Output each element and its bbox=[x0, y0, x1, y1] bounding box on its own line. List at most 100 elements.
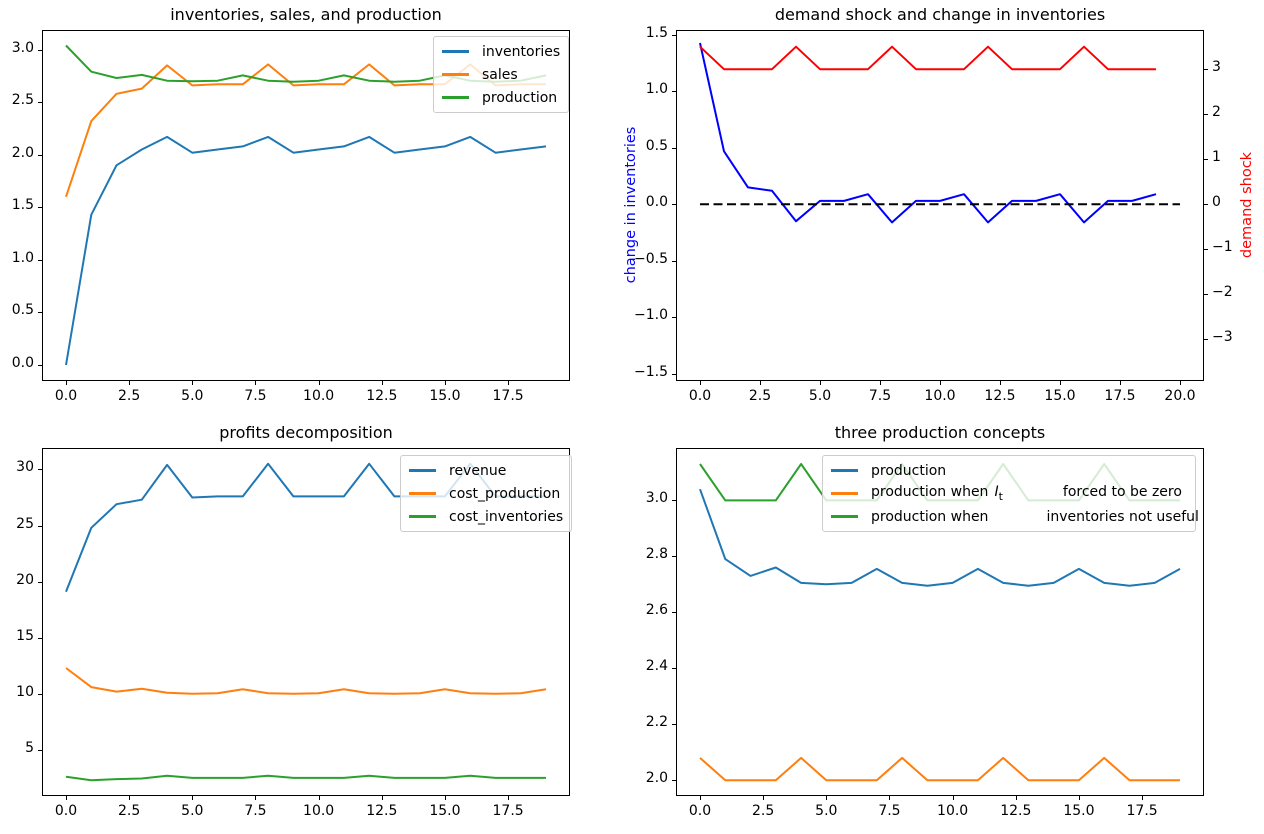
series-line-demand-shock bbox=[699, 45, 1156, 71]
x-tick-mark bbox=[318, 796, 320, 800]
x-tick-label: 0.0 bbox=[54, 803, 78, 819]
axes-frame-demand-shock-and-change-in-inventories bbox=[676, 30, 1204, 381]
legend-entry: production when inventories not useful bbox=[831, 506, 1199, 527]
y-tick-label: 10 bbox=[16, 683, 34, 700]
x-tick-mark bbox=[318, 381, 320, 385]
x-tick-mark bbox=[66, 796, 67, 800]
series-line-inventories bbox=[65, 135, 547, 366]
y-tick-mark bbox=[38, 469, 42, 471]
legend-label-text: sales bbox=[482, 66, 518, 83]
x-tick-label: 10.0 bbox=[924, 388, 956, 404]
y-tick-mark bbox=[38, 749, 42, 751]
legend-line-swatch bbox=[831, 492, 858, 495]
legend-line-swatch bbox=[442, 73, 469, 76]
legend-label-text: inventories bbox=[482, 43, 561, 60]
y-tick-label: 1.5 bbox=[11, 197, 34, 214]
y-tick-label: −1.0 bbox=[634, 307, 668, 324]
x-tick-mark bbox=[1000, 381, 1001, 385]
legend-line-swatch bbox=[442, 96, 469, 99]
x-tick-mark bbox=[192, 381, 194, 385]
legend-label: cost_production bbox=[449, 486, 560, 502]
x-tick-label: 5.0 bbox=[181, 388, 204, 404]
y-right-tick-mark bbox=[1204, 339, 1208, 341]
x-tick-label: 12.5 bbox=[366, 803, 398, 819]
y-tick-label: 3.0 bbox=[11, 39, 34, 56]
x-tick-mark bbox=[129, 381, 131, 385]
y-tick-mark bbox=[672, 204, 676, 206]
legend-label: production when It forced to be zero bbox=[871, 484, 1182, 503]
legend-line-swatch bbox=[442, 50, 469, 53]
y-tick-label: 2.8 bbox=[645, 546, 668, 563]
y-right-tick-mark bbox=[1204, 249, 1208, 251]
legend-line-swatch bbox=[831, 469, 858, 472]
y-tick-label: 1.0 bbox=[645, 81, 668, 98]
x-tick-label: 2.5 bbox=[118, 803, 141, 819]
series-line-cost_production bbox=[65, 667, 547, 695]
y-tick-mark bbox=[672, 373, 676, 375]
y-tick-label: 0.5 bbox=[645, 137, 668, 154]
y-tick-mark bbox=[672, 260, 676, 262]
x-tick-label: 0.0 bbox=[54, 388, 78, 404]
legend-label: production bbox=[871, 463, 946, 479]
x-tick-label: 15.0 bbox=[429, 388, 461, 404]
y-tick-label: −1.5 bbox=[634, 363, 668, 380]
y-right-tick-label: −2 bbox=[1212, 284, 1233, 301]
x-tick-mark bbox=[192, 796, 194, 800]
y-tick-label: 25 bbox=[16, 515, 34, 532]
y-tick-mark bbox=[38, 581, 42, 583]
x-tick-label: 7.5 bbox=[868, 388, 892, 404]
y-tick-mark bbox=[672, 35, 676, 37]
x-tick-label: 2.5 bbox=[118, 388, 141, 404]
x-tick-mark bbox=[940, 381, 941, 385]
x-tick-label: 5.0 bbox=[808, 388, 832, 404]
x-tick-label: 5.0 bbox=[181, 803, 204, 819]
y-tick-mark bbox=[672, 668, 676, 670]
y-right-tick-mark bbox=[1204, 159, 1208, 161]
x-tick-label: 15.0 bbox=[1044, 388, 1076, 404]
legend-label: production when inventories not useful bbox=[871, 509, 1199, 525]
x-tick-mark bbox=[1060, 381, 1061, 385]
y-tick-mark bbox=[672, 500, 676, 502]
x-tick-mark bbox=[508, 381, 510, 385]
legend-label-text: forced to be zero bbox=[1062, 484, 1182, 501]
x-tick-label: 20.0 bbox=[1164, 388, 1196, 404]
y-tick-label: −0.5 bbox=[634, 250, 668, 267]
legend-inventories-sales-production: inventories sales production bbox=[433, 36, 570, 113]
x-tick-mark bbox=[880, 381, 881, 385]
legend-line-swatch bbox=[409, 515, 436, 518]
legend-label-text: revenue bbox=[449, 462, 507, 479]
y-tick-mark bbox=[38, 693, 42, 695]
x-tick-label: 10.0 bbox=[937, 803, 969, 819]
x-tick-mark bbox=[820, 381, 821, 385]
x-tick-label: 7.5 bbox=[244, 388, 267, 404]
x-tick-label: 15.0 bbox=[429, 803, 461, 819]
chart-title-three-production-concepts: three production concepts bbox=[834, 423, 1046, 442]
legend-label-text: production bbox=[871, 462, 947, 479]
x-tick-label: 17.5 bbox=[1126, 803, 1158, 819]
x-tick-label: 5.0 bbox=[815, 803, 838, 819]
legend-label-text: cost_inventories bbox=[449, 508, 564, 525]
x-tick-mark bbox=[1120, 381, 1121, 385]
x-tick-mark bbox=[952, 796, 954, 800]
legend-profits-decomposition: revenue cost_production cost_inventories bbox=[400, 455, 573, 532]
series-line-change-in-inventories bbox=[699, 42, 1157, 224]
y-tick-label: 1.5 bbox=[645, 25, 668, 42]
legend-line-swatch bbox=[831, 515, 858, 518]
y-right-tick-mark bbox=[1204, 294, 1208, 296]
legend-entry: cost_inventories bbox=[409, 506, 563, 527]
legend-math-symbol: It bbox=[994, 484, 1003, 503]
x-tick-mark bbox=[255, 381, 257, 385]
y-tick-label: 1.0 bbox=[11, 249, 34, 266]
x-tick-mark bbox=[444, 381, 446, 385]
legend-three-production-concepts: production production when It forced to be … bbox=[822, 455, 1199, 532]
y-tick-label: 0.5 bbox=[11, 302, 34, 319]
x-tick-mark bbox=[760, 381, 761, 385]
y-right-tick-label: 0 bbox=[1212, 194, 1221, 211]
x-tick-mark bbox=[129, 796, 131, 800]
y-tick-label: 2.0 bbox=[11, 144, 34, 161]
legend-entry: production bbox=[831, 460, 1187, 481]
legend-label-text: production bbox=[482, 89, 558, 106]
x-tick-mark bbox=[763, 796, 765, 800]
legend-line-swatch bbox=[409, 469, 436, 472]
axes-frame-inventories-sales-production bbox=[42, 30, 570, 381]
